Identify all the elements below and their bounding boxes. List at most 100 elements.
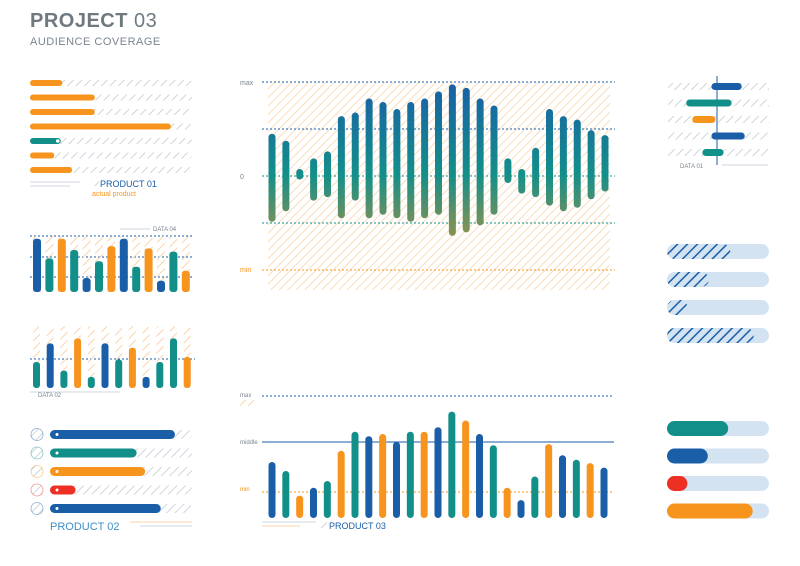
product-01-bar (30, 109, 95, 115)
product-01-track (30, 80, 192, 86)
main-chart-bar (393, 109, 401, 219)
data-02-label: DATA 02 (38, 393, 62, 399)
product-03-bar (503, 487, 511, 518)
product-01-swatch (92, 180, 99, 186)
data-04-bar (82, 278, 91, 292)
product-02-icon (30, 502, 44, 515)
page-title: PROJECT 03 (30, 10, 157, 33)
hatched-progress-fill (667, 272, 709, 287)
data-04-label: DATA 04 (153, 227, 177, 233)
main-chart-bar (601, 135, 609, 192)
product-03-bar (296, 495, 304, 518)
product-03-axis-min: min (240, 487, 250, 493)
product-03-bar (323, 481, 331, 518)
product-03-swatch (320, 522, 327, 528)
product-03-bar (379, 434, 387, 518)
main-chart-bar (546, 109, 553, 206)
product-01-bar (30, 80, 63, 86)
product-02-bar (50, 430, 175, 439)
product-03-bar (337, 450, 345, 518)
data-01-bar (702, 149, 724, 156)
data-01-track (668, 116, 769, 123)
product-03-bar (420, 431, 428, 518)
data-02-bar (60, 370, 68, 388)
product-03-axis-swatch (240, 400, 254, 406)
data-04-bg (157, 236, 165, 292)
data-01-bar (686, 99, 732, 107)
main-chart-bar (296, 168, 304, 180)
data-04-bar (33, 238, 41, 292)
solid-progress-fill (667, 448, 708, 464)
product-02-icon (30, 446, 44, 460)
product-02-marker (55, 507, 59, 510)
data-01-bar (711, 132, 745, 140)
product-03-bar (268, 462, 276, 518)
hatched-progress-fill (667, 328, 754, 343)
data-04-bar (169, 251, 178, 292)
data-04-bar (132, 266, 141, 292)
main-axis-label-zero: 0 (240, 174, 244, 181)
product-03-bar (545, 444, 553, 518)
data-02-bar (33, 361, 40, 388)
product-01-sublabel: actual product (92, 191, 136, 198)
main-chart-bar (532, 147, 540, 198)
main-chart-bar (462, 87, 470, 233)
product-03-bar (434, 427, 442, 518)
title-text: PROJECT (30, 10, 128, 32)
product-02-track (50, 485, 192, 495)
main-chart-bar (587, 130, 595, 200)
hatched-progress-fill (667, 244, 731, 259)
data-02-bar (170, 338, 177, 388)
data-04-bg (181, 236, 190, 292)
data-04-bar (57, 238, 66, 292)
data-04-bar (107, 246, 116, 292)
product-01-bar (30, 152, 55, 159)
main-chart-bar (324, 151, 331, 198)
product-02-label: PRODUCT 02 (50, 521, 119, 533)
main-chart-bar (407, 101, 415, 222)
product-02-marker (55, 470, 59, 473)
main-chart-bar (379, 101, 387, 215)
title-number: 03 (134, 10, 158, 32)
data-04-bar (181, 270, 190, 292)
main-chart-bar (559, 116, 567, 212)
main-chart-bar (518, 168, 526, 194)
data-01-bar (711, 83, 742, 90)
main-chart-bar (282, 140, 290, 212)
product-02-marker (55, 451, 59, 455)
product-01-bar (30, 138, 61, 144)
data-04-bar (144, 248, 153, 292)
data-02-bar (74, 338, 82, 388)
product-01-bar (30, 123, 171, 130)
main-chart-bar (268, 133, 276, 222)
product-01-bar (30, 94, 95, 101)
product-02-marker (55, 433, 59, 436)
solid-progress-track (667, 476, 769, 491)
solid-progress-fill (667, 476, 688, 491)
main-chart-bar (365, 98, 373, 219)
data-02-bar (156, 361, 164, 388)
product-02-icon (30, 428, 44, 441)
main-chart-bar (351, 112, 359, 201)
product-01-track (30, 138, 192, 144)
main-chart-bar (504, 158, 512, 184)
data-02-bar (87, 376, 95, 388)
data-04-bar (70, 250, 79, 292)
product-03-bar (351, 431, 359, 518)
product-01-marker (55, 139, 60, 143)
product-03-bar (406, 431, 414, 518)
product-03-label: PRODUCT 03 (329, 521, 386, 531)
solid-progress-fill (667, 421, 729, 436)
main-axis-label-min: min (240, 267, 251, 274)
product-03-bar (517, 500, 525, 518)
product-03-axis-middle: middle (240, 440, 258, 446)
data-04-bg (132, 236, 141, 292)
data-04-bar (45, 258, 54, 292)
data-02-bg (87, 326, 95, 388)
hatched-progress-fill (667, 300, 688, 315)
product-02-bar (50, 448, 137, 458)
data-02-bar (128, 347, 136, 388)
main-chart-bar (573, 119, 581, 208)
product-03-bar (393, 441, 400, 518)
data-01-bar (692, 116, 716, 123)
